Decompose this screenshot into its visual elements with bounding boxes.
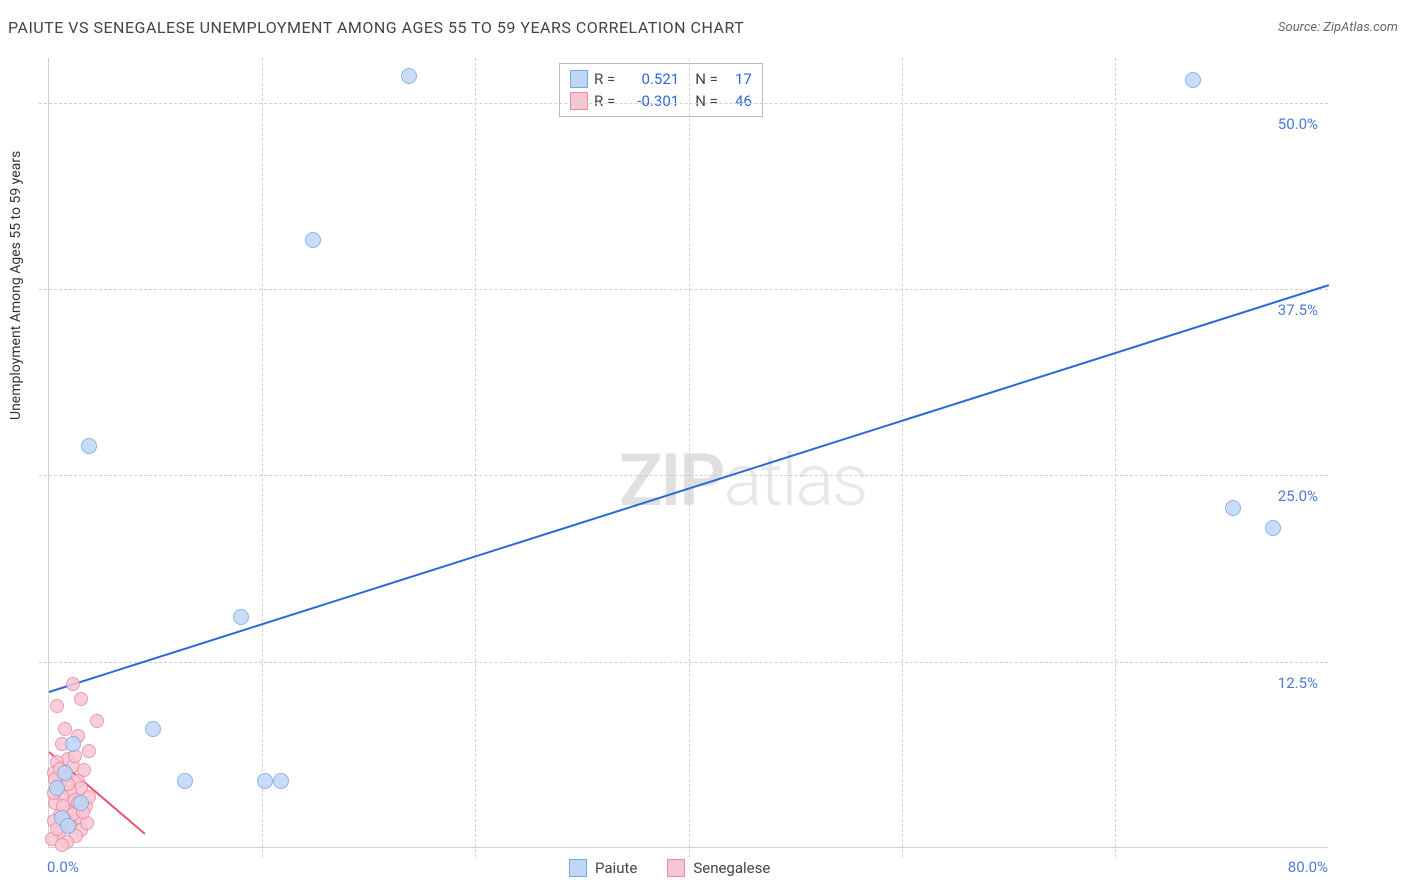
scatter-point	[177, 773, 193, 789]
gridline-vertical	[475, 58, 476, 857]
gridline-horizontal	[39, 475, 1328, 476]
scatter-point	[305, 232, 321, 248]
scatter-point	[90, 714, 104, 728]
r-value: -0.301	[621, 92, 679, 110]
gridline-horizontal	[39, 289, 1328, 290]
scatter-point	[1185, 72, 1201, 88]
gridline-vertical	[1115, 58, 1116, 857]
chart-title: PAIUTE VS SENEGALESE UNEMPLOYMENT AMONG …	[8, 18, 744, 37]
scatter-point	[58, 722, 72, 736]
y-tick-label: 50.0%	[1278, 115, 1318, 133]
r-label: R =	[594, 70, 615, 88]
series-legend-label: Senegalese	[693, 859, 770, 877]
chart-plot-area: ZIPatlas R =0.521N =17R =-0.301N =46 Pai…	[48, 58, 1328, 848]
scatter-point	[82, 744, 96, 758]
y-tick-label: 37.5%	[1278, 301, 1318, 319]
scatter-point	[1265, 520, 1281, 536]
gridline-vertical	[689, 58, 690, 857]
scatter-point	[49, 780, 65, 796]
legend-swatch	[570, 70, 588, 88]
legend-swatch	[667, 859, 685, 877]
correlation-legend-row: R = 0.521 N = 17	[570, 68, 752, 90]
legend-swatch	[570, 92, 588, 110]
scatter-point	[257, 773, 273, 789]
series-legend-label: Paiute	[595, 859, 637, 877]
scatter-point	[81, 438, 97, 454]
x-tick-label: 0.0%	[47, 858, 79, 876]
scatter-point	[401, 68, 417, 84]
series-legend-item: Paiute	[569, 859, 637, 877]
r-label: R =	[594, 92, 615, 110]
watermark-light: atlas	[723, 438, 866, 523]
correlation-legend-row: R = -0.301 N = 46	[570, 90, 752, 112]
series-legend-item: Senegalese	[667, 859, 770, 877]
scatter-point	[145, 721, 161, 737]
scatter-point	[55, 838, 69, 852]
scatter-point	[57, 765, 73, 781]
scatter-point	[273, 773, 289, 789]
scatter-point	[60, 818, 76, 834]
gridline-horizontal	[39, 662, 1328, 663]
legend-swatch	[569, 859, 587, 877]
x-tick-label: 80.0%	[1288, 858, 1328, 876]
y-tick-label: 25.0%	[1278, 487, 1318, 505]
scatter-point	[65, 736, 81, 752]
n-label: N =	[695, 92, 718, 110]
y-tick-label: 12.5%	[1278, 674, 1318, 692]
scatter-point	[233, 609, 249, 625]
gridline-horizontal	[39, 103, 1328, 104]
chart-source: Source: ZipAtlas.com	[1278, 20, 1398, 35]
scatter-point	[50, 699, 64, 713]
scatter-point	[66, 677, 80, 691]
gridline-vertical	[262, 58, 263, 857]
series-legend: Paiute Senegalese	[569, 859, 770, 877]
scatter-point	[73, 795, 89, 811]
scatter-point	[1225, 500, 1241, 516]
scatter-point	[74, 692, 88, 706]
watermark: ZIPatlas	[619, 438, 867, 523]
n-value: 46	[724, 92, 752, 110]
r-value: 0.521	[621, 70, 679, 88]
n-value: 17	[724, 70, 752, 88]
correlation-legend: R = 0.521 N = 17 R = -0.301 N = 46	[559, 63, 763, 117]
chart-header: PAIUTE VS SENEGALESE UNEMPLOYMENT AMONG …	[8, 18, 1398, 37]
n-label: N =	[695, 70, 718, 88]
gridline-vertical	[902, 58, 903, 857]
y-axis-label: Unemployment Among Ages 55 to 59 years	[8, 151, 24, 420]
